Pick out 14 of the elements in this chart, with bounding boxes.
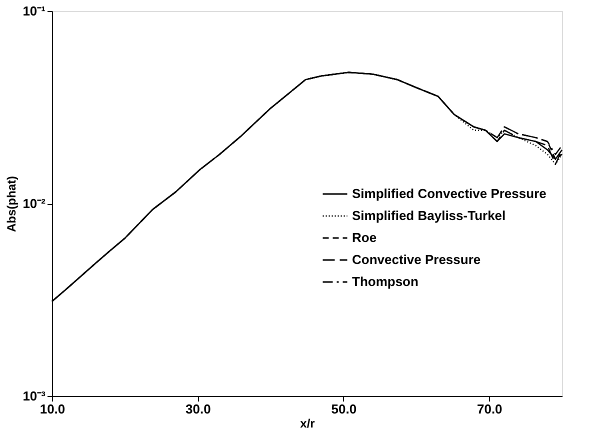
legend-label: Simplified Convective Pressure [352, 186, 546, 201]
x-axis-title: x/r [300, 416, 316, 430]
y-tick-label: 10⁻² [22, 196, 46, 211]
legend-label: Roe [352, 230, 377, 245]
x-tick-label: 70.0 [476, 402, 502, 416]
y-tick-label: 10⁻¹ [22, 4, 46, 18]
legend-label: Convective Pressure [352, 252, 481, 267]
legend-label: Simplified Bayliss-Turkel [352, 208, 506, 223]
x-tick-label: 10.0 [40, 402, 66, 416]
legend-label: Thompson [352, 274, 418, 289]
y-axis-title: Abs(phat) [4, 176, 19, 232]
x-tick-label: 50.0 [331, 402, 357, 416]
y-tick-label: 10⁻³ [22, 388, 46, 404]
x-tick-label: 30.0 [186, 402, 211, 416]
